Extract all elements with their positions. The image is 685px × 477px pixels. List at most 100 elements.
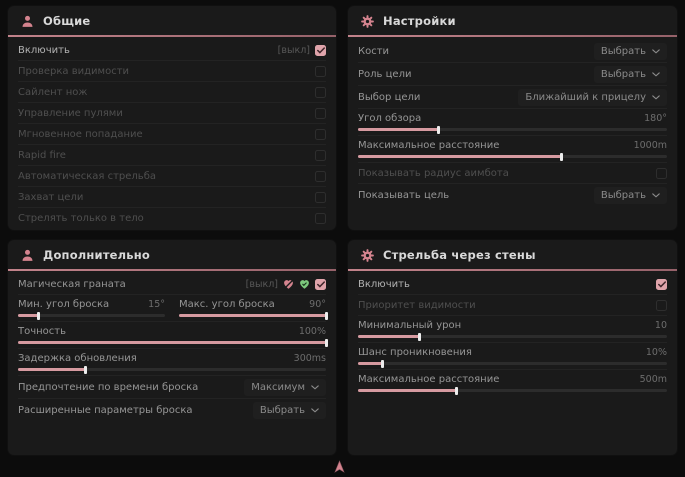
slider-thumb[interactable] [324, 338, 328, 347]
slider-fill [358, 155, 562, 158]
setting-label: Стрелять только в тело [18, 212, 144, 224]
slider-thumb[interactable] [560, 152, 564, 161]
setting-label: Управление пулями [18, 107, 123, 119]
slider-block: Мин. угол броска 15° [18, 297, 165, 320]
slider-thumb[interactable] [324, 311, 328, 320]
person-icon [21, 15, 34, 28]
panel-header: Общие [8, 6, 336, 35]
panel-header: Настройки [348, 6, 677, 35]
row-controls [656, 278, 667, 290]
slider-setting-row: Максимальное расстояние 500m [358, 370, 667, 396]
setting-label: Задержка обновления [18, 352, 137, 364]
slider-setting-row: Точность 100% [18, 322, 328, 349]
slider-value: 500m [639, 373, 667, 385]
setting-row-Приоритет видимости: Приоритет видимости [358, 295, 667, 316]
slider-fill [358, 335, 420, 338]
checkbox[interactable] [315, 278, 326, 290]
checkbox[interactable] [315, 149, 326, 161]
chevron-down-icon [652, 192, 660, 198]
slider-thumb[interactable] [84, 365, 88, 374]
slider-setting-row: Задержка обновления 300ms [18, 349, 326, 376]
slider-row-top: Макс. угол броска 90° [179, 297, 326, 311]
dropdown[interactable]: Выбрать [594, 187, 667, 204]
slider-thumb[interactable] [436, 125, 440, 134]
dropdown[interactable]: Выбрать [253, 402, 326, 419]
slider-thumb[interactable] [418, 332, 422, 341]
panel-wallbang: Стрельба через стены Включить Приоритет ви… [348, 240, 677, 455]
slider-row-top: Шанс проникновения 10% [358, 345, 667, 359]
slider-pair-right: Макс. угол броска 90° [179, 297, 328, 320]
dropdown[interactable]: Ближайший к прицелу [518, 89, 667, 106]
row-controls [656, 299, 667, 311]
dropdown[interactable]: Выбрать [594, 43, 667, 60]
checkbox[interactable] [656, 167, 667, 179]
slider-row-top: Максимальное расстояние 500m [358, 372, 667, 386]
setting-row-Проверка видимости: Проверка видимости [18, 61, 326, 82]
slider-fill [179, 314, 326, 317]
checkbox[interactable] [315, 170, 326, 182]
slider-pair-row: Мин. угол броска 15° Макс. угол броска 90° [18, 295, 328, 322]
checkbox[interactable] [656, 299, 667, 311]
checkbox[interactable] [315, 65, 326, 77]
setting-label: Кости [358, 45, 390, 57]
checkbox[interactable] [315, 86, 326, 98]
checkbox[interactable] [315, 191, 326, 203]
setting-row-Выбор цели: Выбор цели Ближайший к прицелу [358, 86, 667, 109]
setting-label: Предпочтение по времени броска [18, 381, 199, 393]
setting-label: Роль цели [358, 68, 412, 80]
dropdown-value: Выбрать [600, 189, 646, 201]
slider[interactable] [358, 332, 667, 341]
slider-row-top: Угол обзора 180° [358, 111, 667, 125]
setting-label: Макс. угол броска [179, 298, 275, 310]
slider-block: Шанс проникновения 10% [358, 345, 667, 368]
setting-label: Сайлент нож [18, 86, 88, 98]
slider-row-top: Точность 100% [18, 324, 326, 338]
panel-settings: Настройки Кости Выбрать Роль цели Выбрать Выб… [348, 6, 677, 230]
slider-fill [358, 128, 439, 131]
slider[interactable] [18, 365, 326, 374]
dropdown[interactable]: Максимум [244, 379, 326, 396]
slider-value: 1000m [633, 139, 667, 151]
setting-label: Угол обзора [358, 112, 422, 124]
setting-row-Магическая граната: Магическая граната [выкл] [18, 274, 326, 295]
slider[interactable] [358, 152, 667, 161]
panel-title: Стрельба через стены [383, 248, 536, 262]
slider-thumb[interactable] [381, 359, 385, 368]
slider[interactable] [358, 386, 667, 395]
slider[interactable] [358, 359, 667, 368]
row-controls [656, 167, 667, 179]
setting-label: Rapid fire [18, 149, 66, 161]
panel-rows: Кости Выбрать Роль цели Выбрать Выбор цели Бл… [348, 37, 677, 230]
panel-rows: Включить Приоритет видимости Минимальный у… [348, 271, 677, 455]
slider[interactable] [358, 125, 667, 134]
slider-fill [358, 362, 383, 365]
slider[interactable] [18, 311, 165, 320]
checkbox[interactable] [315, 107, 326, 119]
setting-label: Точность [18, 325, 67, 337]
setting-label: Включить [358, 278, 410, 290]
checkbox[interactable] [656, 278, 667, 290]
setting-label: Выбор цели [358, 91, 421, 103]
checkbox[interactable] [315, 44, 326, 56]
chevron-down-icon [652, 48, 660, 54]
panel-header: Дополнительно [8, 240, 336, 269]
slider-row-top: Минимальный урон 10 [358, 318, 667, 332]
dropdown[interactable]: Выбрать [594, 66, 667, 83]
slider[interactable] [179, 311, 328, 320]
slider-block: Максимальное расстояние 1000m [358, 138, 667, 161]
chevron-down-icon [652, 94, 660, 100]
slider-row-top: Задержка обновления 300ms [18, 351, 326, 365]
setting-label: Показывать радиус аимбота [358, 167, 509, 179]
slider-fill [18, 341, 326, 344]
heart-check-icon [299, 279, 310, 290]
slider-setting-row: Максимальное расстояние 1000m [358, 136, 667, 163]
setting-label: Проверка видимости [18, 65, 130, 77]
row-controls [315, 65, 326, 77]
checkbox[interactable] [315, 212, 326, 224]
panel-rows: Магическая граната [выкл] Мин. угол броска… [8, 271, 336, 455]
slider-thumb[interactable] [455, 386, 459, 395]
slider-thumb[interactable] [37, 311, 41, 320]
slider[interactable] [18, 338, 328, 347]
checkbox[interactable] [315, 128, 326, 140]
